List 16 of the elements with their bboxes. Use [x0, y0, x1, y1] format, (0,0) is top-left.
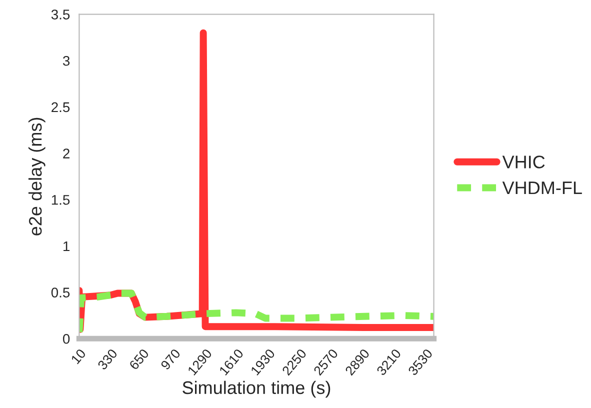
- x-tick-label: 970: [160, 348, 181, 370]
- y-tick-label: 1.5: [52, 195, 70, 205]
- y-tick-label: 1: [64, 241, 70, 251]
- x-tick-label: 10: [70, 348, 86, 364]
- legend-label: VHIC: [502, 156, 545, 168]
- y-tick-label: 3: [62, 56, 70, 66]
- y-tick-label: 0.5: [51, 288, 70, 298]
- x-tick-label: 330: [97, 348, 118, 370]
- y-tick-label: 2: [63, 148, 70, 158]
- legend-label: VHDM-FL: [502, 182, 582, 194]
- x-axis-title: Simulation time (s): [182, 380, 330, 398]
- y-tick-label: 2.5: [52, 102, 70, 112]
- y-axis-title: e2e delay (ms): [28, 118, 46, 236]
- y-tick-label: 3.5: [51, 10, 70, 20]
- y-tick-label: 0: [62, 334, 70, 344]
- x-tick-label: 650: [128, 348, 150, 370]
